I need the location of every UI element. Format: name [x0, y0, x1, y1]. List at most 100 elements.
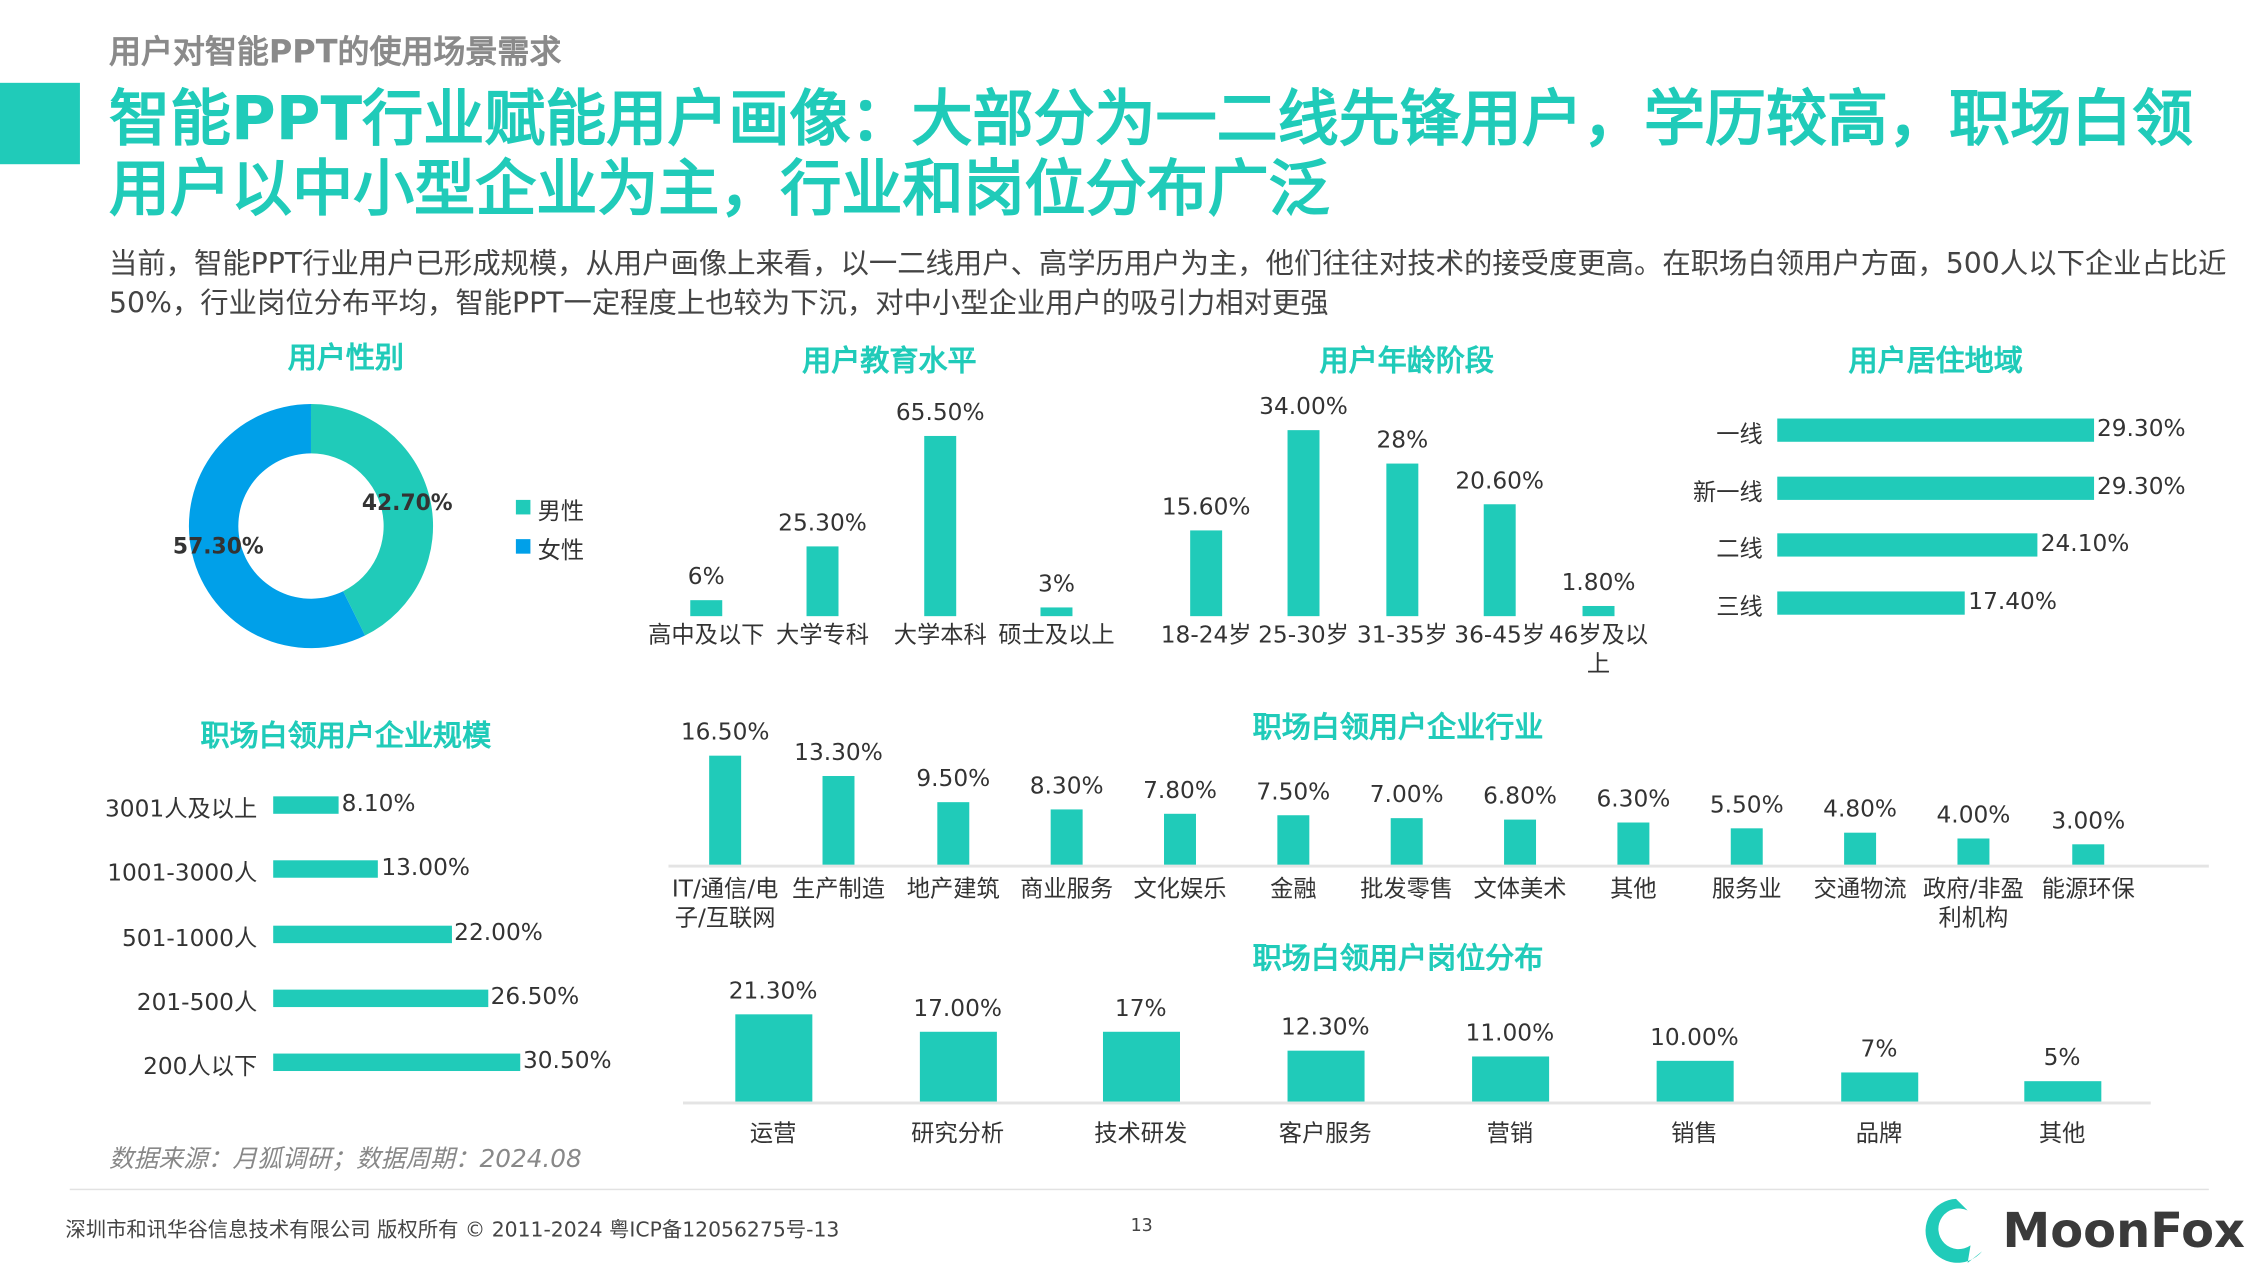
bar: [734, 1014, 812, 1102]
value-label: 6.30%: [1596, 785, 1671, 813]
slice-label: 57.30%: [172, 533, 264, 560]
category-label: 交通物流: [1813, 874, 1907, 903]
slice-label: 42.70%: [361, 489, 453, 516]
category-label: 生产制造: [791, 874, 885, 903]
legend-label: 男性: [537, 496, 585, 525]
moonfox-logo: MoonFox: [1918, 1196, 2245, 1269]
value-label: 65.50%: [895, 398, 985, 427]
donut-slice-0: [310, 403, 434, 636]
category-label: 销售: [1671, 1118, 1718, 1147]
category-label: 批发零售: [1360, 874, 1454, 903]
value-label: 12.30%: [1280, 1013, 1370, 1041]
value-label: 5%: [2043, 1043, 2081, 1071]
moonfox-logo-icon: [1925, 1198, 1983, 1263]
category-label: 其他: [1610, 874, 1657, 903]
chart-title: 用户年龄阶段: [1319, 342, 1494, 378]
axis-line: [668, 864, 2209, 868]
description: 当前，智能PPT行业用户已形成规模，从用户画像上来看，以一二线用户、高学历用户为…: [108, 247, 2227, 320]
value-label: 3%: [1038, 570, 1075, 598]
bar: [1582, 606, 1615, 617]
value-label: 8.10%: [341, 789, 416, 817]
category-label: 运营: [749, 1118, 797, 1147]
category-label: 硕士及以上: [998, 620, 1115, 649]
category-label: 501-1000人: [122, 924, 258, 952]
value-label: 24.10%: [2040, 528, 2130, 557]
bar: [937, 801, 970, 865]
bar: [822, 776, 855, 865]
bar: [1102, 1031, 1180, 1102]
value-label: 4.00%: [1936, 800, 2011, 829]
bar: [1844, 832, 1877, 865]
bar: [1777, 476, 2095, 500]
category-label: 其他: [2038, 1118, 2086, 1147]
value-label: 28%: [1376, 425, 1429, 453]
category-label: 二线: [1716, 534, 1763, 563]
bar: [1777, 533, 2038, 557]
category-label: 技术研发: [1094, 1118, 1188, 1147]
category-label: 大学专科: [775, 620, 870, 649]
logo-text: MoonFox: [2002, 1201, 2245, 1259]
bar: [709, 755, 742, 865]
category-label: 25-30岁: [1258, 620, 1349, 649]
bar: [1655, 1060, 1733, 1102]
value-label: 16.50%: [680, 717, 770, 746]
legend-label: 女性: [537, 536, 585, 564]
category-label: 研究分析: [911, 1118, 1005, 1147]
category-label: 服务业: [1711, 874, 1782, 903]
accent-block: [0, 82, 80, 165]
page-number: 13: [1130, 1214, 1153, 1236]
value-label: 5.50%: [1709, 790, 1784, 819]
bar: [273, 1053, 521, 1072]
category-label: 商业服务: [1020, 874, 1114, 903]
bar: [273, 860, 379, 878]
bar: [690, 599, 723, 617]
category-label: 三线: [1716, 592, 1763, 621]
value-label: 7%: [1860, 1035, 1898, 1063]
category-label: 高中及以下: [648, 620, 765, 649]
value-label: 4.80%: [1823, 795, 1898, 823]
section-title: 用户对智能PPT的使用场景需求: [108, 34, 562, 72]
chart-title: 职场白领用户企业行业: [1252, 709, 1544, 745]
category-label: 文化娱乐: [1133, 874, 1227, 903]
bar: [1287, 430, 1320, 617]
bar: [1471, 1056, 1549, 1102]
chart-title: 用户性别: [287, 340, 404, 375]
bar: [1277, 815, 1310, 865]
category-label: 36-45岁: [1454, 620, 1546, 649]
value-label: 3.00%: [2051, 807, 2126, 835]
value-label: 17.40%: [1968, 587, 2057, 615]
bar: [1050, 809, 1083, 865]
value-label: 29.30%: [2096, 414, 2186, 442]
axis-line: [683, 1101, 2151, 1105]
category-label: 客户服务: [1278, 1118, 1372, 1147]
value-label: 25.30%: [778, 508, 867, 537]
value-label: 9.50%: [916, 764, 991, 792]
legend-swatch: [515, 499, 531, 515]
category-label: 能源环保: [2041, 874, 2135, 903]
chart-title: 职场白领用户企业规模: [200, 717, 492, 753]
bar: [924, 436, 957, 617]
category-label: IT/通信/电子/互联网: [671, 874, 779, 932]
value-label: 7.80%: [1143, 775, 1217, 803]
value-label: 20.60%: [1455, 465, 1545, 494]
bar: [1617, 822, 1650, 865]
value-label: 13.00%: [381, 853, 470, 881]
chart-title: 用户教育水平: [802, 342, 977, 378]
copyright: 深圳市和讯华谷信息技术有限公司 版权所有 © 2011-2024 粤ICP备12…: [65, 1219, 840, 1243]
category-label: 31-35岁: [1356, 620, 1448, 649]
chart-title: 职场白领用户岗位分布: [1252, 940, 1544, 976]
bar: [1040, 607, 1073, 617]
bar: [919, 1031, 997, 1102]
category-label: 金融: [1270, 874, 1317, 903]
value-label: 15.60%: [1161, 493, 1251, 521]
bar: [2023, 1081, 2101, 1102]
donut-slice-1: [188, 403, 366, 649]
bar: [2072, 844, 2105, 865]
category-label: 46岁及以上: [1548, 620, 1649, 678]
category-label: 营销: [1486, 1118, 1534, 1147]
category-label: 地产建筑: [906, 874, 1000, 903]
bar: [1390, 818, 1423, 865]
bar: [1777, 418, 2095, 442]
category-label: 3001人及以上: [105, 794, 258, 823]
bar: [1504, 819, 1537, 865]
